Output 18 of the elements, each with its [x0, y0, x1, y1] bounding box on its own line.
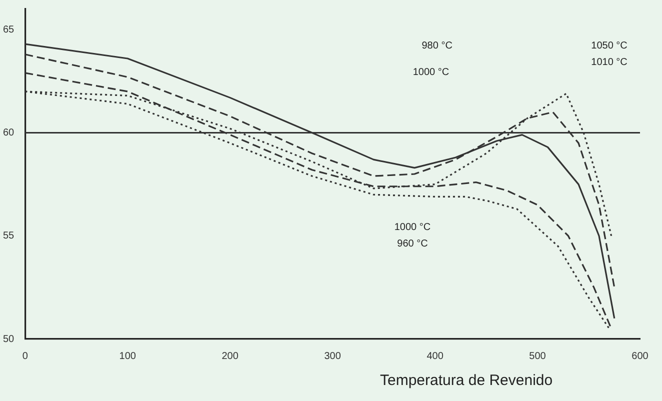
x-tick-label: 600 [632, 350, 649, 362]
x-tick-label: 200 [222, 350, 239, 362]
x-tick-label: 400 [426, 350, 444, 362]
annotation: 1050 °C [591, 40, 628, 52]
annotation: 1000 °C [394, 222, 431, 234]
y-tick-label: 65 [3, 24, 15, 36]
annotation: 1010 °C [591, 57, 628, 68]
annotation: 960 °C [397, 238, 428, 250]
x-tick-label: 300 [324, 350, 342, 362]
x-axis-title: Temperatura de Revenido [380, 372, 553, 389]
y-tick-label: 50 [3, 334, 15, 345]
annotation: 1000 °C [412, 67, 450, 78]
x-tick-label: 0 [22, 350, 28, 362]
x-tick-label: 100 [119, 350, 136, 362]
x-tick-label: 500 [529, 350, 546, 362]
annotation: 980 °C [422, 40, 452, 52]
y-tick-label: 60 [3, 128, 15, 138]
y-tick-label: 55 [3, 230, 15, 242]
